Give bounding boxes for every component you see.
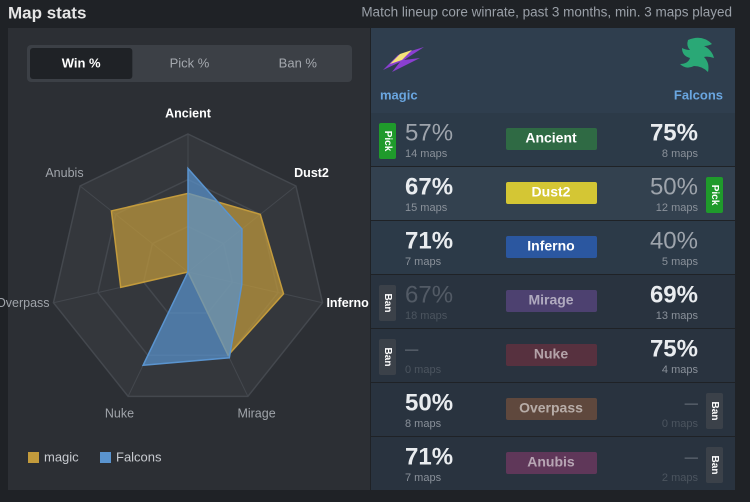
map-badge — [506, 344, 597, 366]
winrate: – — [685, 389, 699, 416]
map-badge — [506, 452, 597, 474]
teams-header — [371, 28, 735, 113]
map-name: Nuke — [534, 346, 568, 362]
winrate: 75% — [650, 335, 698, 362]
maps-count: 13 maps — [656, 310, 699, 322]
maps-count: 7 maps — [405, 472, 442, 484]
pick-ban-badge — [379, 339, 396, 375]
pick-ban-badge — [706, 447, 723, 483]
map-name: Mirage — [528, 292, 573, 308]
winrate: 67% — [405, 281, 453, 308]
winrate: 67% — [405, 173, 453, 200]
maps-count: 12 maps — [656, 202, 699, 214]
winrate: 50% — [405, 389, 453, 416]
axis-label: Mirage — [237, 407, 275, 421]
maps-count: 2 maps — [662, 472, 699, 484]
map-name: Anubis — [527, 454, 575, 470]
winrate: 71% — [405, 227, 453, 254]
pick-ban-badge — [379, 123, 396, 159]
team-name: Falcons — [674, 87, 723, 102]
maps-count: 7 maps — [405, 256, 442, 268]
maps-count: 0 maps — [662, 418, 699, 430]
maps-count: 0 maps — [405, 364, 442, 376]
pick-ban-badge — [379, 285, 396, 321]
axis-label: Inferno — [326, 296, 369, 310]
title: Map stats — [8, 3, 86, 22]
axis-label: Ancient — [165, 106, 212, 120]
maps-count: 8 maps — [405, 418, 442, 430]
axis-label: Nuke — [105, 407, 134, 421]
map-name: Inferno — [527, 238, 574, 254]
team-name: magic — [380, 87, 418, 102]
winrate: 71% — [405, 443, 453, 470]
radar-area — [141, 166, 243, 367]
falcons-logo — [680, 37, 714, 72]
axis-label: Overpass — [0, 296, 50, 310]
maps-count: 15 maps — [405, 202, 448, 214]
winrate: 69% — [650, 281, 698, 308]
axis-label: Anubis — [45, 166, 83, 180]
pick-ban-label: Pick — [382, 131, 393, 152]
winrate: – — [685, 443, 699, 470]
tab[interactable]: Win % — [62, 55, 101, 70]
winrate: 57% — [405, 119, 453, 146]
legend-label: magic — [44, 449, 79, 464]
subtitle: Match lineup core winrate, past 3 months… — [361, 5, 732, 20]
axis-label: Dust2 — [294, 166, 329, 180]
map-badge — [506, 236, 597, 258]
tab-active — [30, 48, 133, 79]
dynamic-layer: Win % Pick % Ban % Ancient Dust2 Inferno Mirag… — [0, 48, 735, 490]
pick-ban-label: Ban — [382, 348, 393, 367]
maps-count: 5 maps — [662, 256, 699, 268]
legend-swatch — [100, 452, 111, 463]
map-name: Dust2 — [532, 184, 571, 200]
maps-count: 18 maps — [405, 310, 448, 322]
map-badge — [506, 182, 597, 204]
magic-logo — [383, 47, 424, 72]
map-badge — [506, 290, 597, 312]
map-badge — [506, 398, 597, 420]
legend-label: Falcons — [116, 449, 162, 464]
winrate: 75% — [650, 119, 698, 146]
legend-swatch — [28, 452, 39, 463]
pick-ban-label: Ban — [382, 294, 393, 313]
winrate: 40% — [650, 227, 698, 254]
map-name: Ancient — [525, 130, 577, 146]
maps-count: 14 maps — [405, 148, 448, 160]
pick-ban-label: Ban — [709, 456, 720, 475]
map-badge — [506, 128, 597, 150]
maps-count: 8 maps — [662, 148, 699, 160]
map-name: Overpass — [519, 400, 583, 416]
pick-ban-badge — [706, 177, 723, 213]
pick-ban-label: Ban — [709, 402, 720, 421]
tab[interactable]: Ban % — [279, 55, 318, 70]
pick-ban-badge — [706, 393, 723, 429]
tab[interactable]: Pick % — [170, 55, 210, 70]
pick-ban-label: Pick — [709, 185, 720, 206]
winrate: – — [405, 335, 419, 362]
winrate: 50% — [650, 173, 698, 200]
maps-count: 4 maps — [662, 364, 699, 376]
